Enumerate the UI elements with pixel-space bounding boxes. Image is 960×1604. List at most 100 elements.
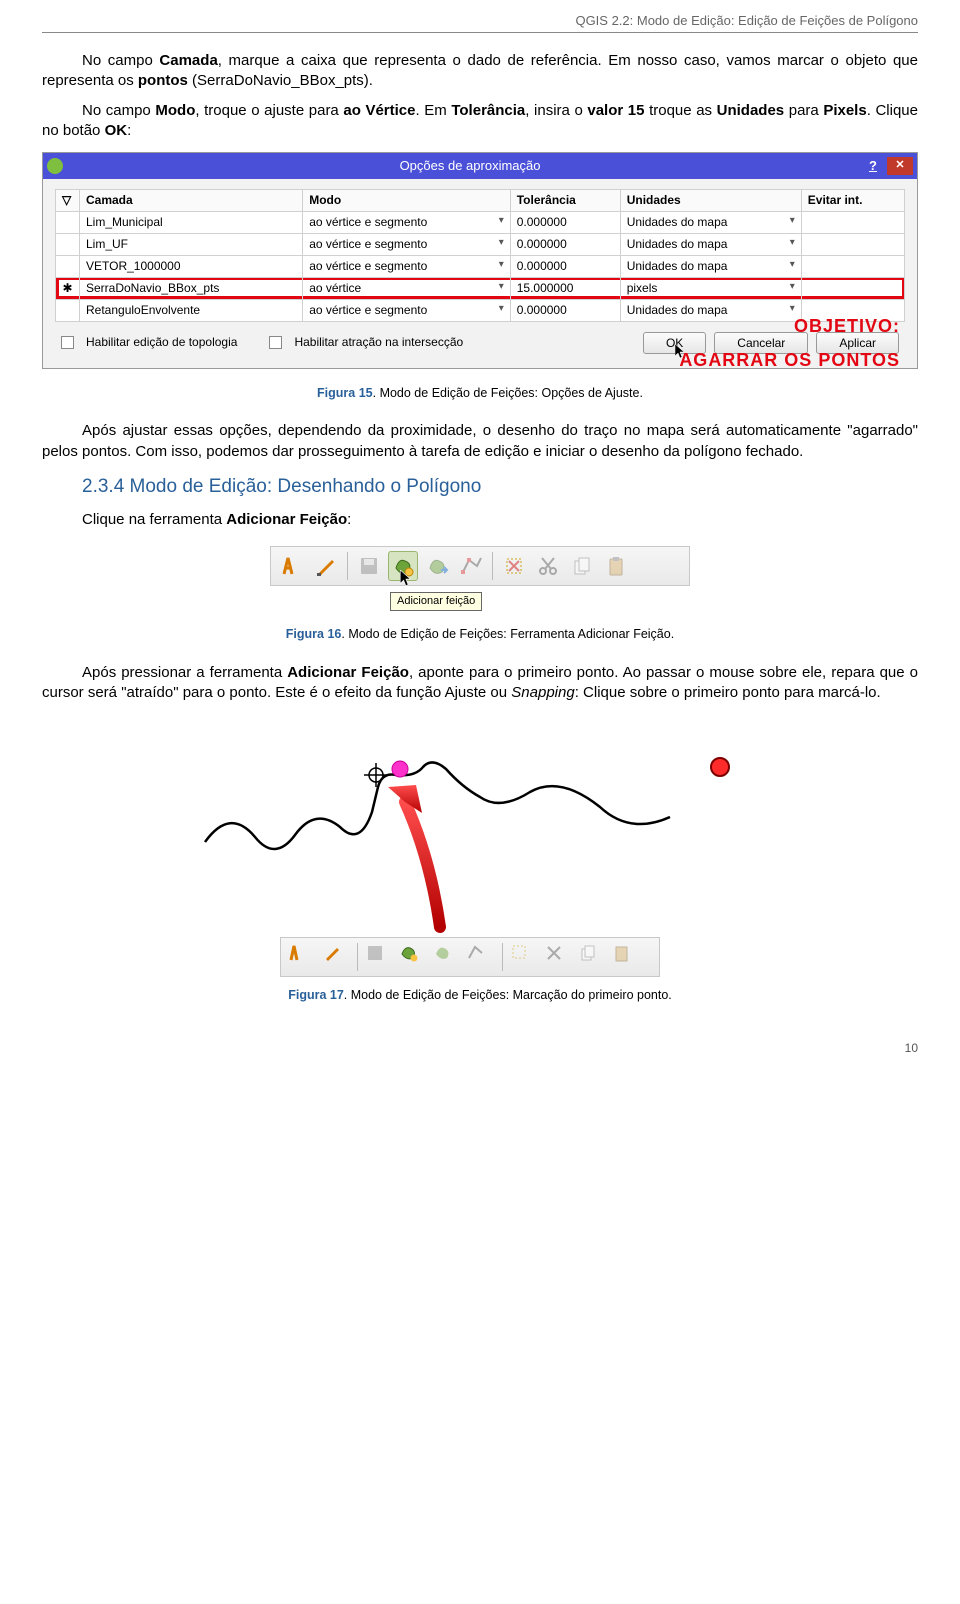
- copy-icon[interactable]: [567, 551, 597, 581]
- checkbox-topology[interactable]: [61, 336, 74, 349]
- col-layer[interactable]: Camada: [80, 189, 303, 211]
- paragraph-4: Clique na ferramenta Adicionar Feição:: [42, 510, 918, 530]
- label-intersection: Habilitar atração na intersecção: [294, 334, 463, 350]
- row-tolerance[interactable]: 0.000000: [510, 211, 620, 233]
- text: para: [784, 102, 823, 119]
- cut-icon[interactable]: [533, 551, 563, 581]
- move-feature-icon[interactable]: [422, 551, 452, 581]
- snapping-table: ▽ Camada Modo Tolerância Unidades Evitar…: [55, 189, 905, 322]
- label-topology: Habilitar edição de topologia: [86, 334, 237, 350]
- text: . Em: [416, 102, 452, 119]
- row-mode[interactable]: ao vértice e segmento: [303, 233, 511, 255]
- row-units[interactable]: Unidades do mapa: [620, 299, 801, 321]
- toggle-edit-icon[interactable]: [311, 551, 341, 581]
- table-row[interactable]: Lim_UFao vértice e segmento0.000000Unida…: [56, 233, 905, 255]
- row-tolerance[interactable]: 0.000000: [510, 299, 620, 321]
- annotation-grab-points: AGARRAR OS PONTOS: [679, 348, 900, 372]
- row-layer: Lim_UF: [80, 233, 303, 255]
- current-edits-icon[interactable]: [277, 551, 307, 581]
- current-edits-icon[interactable]: [287, 942, 317, 972]
- copy-icon[interactable]: [577, 942, 607, 972]
- row-units[interactable]: Unidades do mapa: [620, 255, 801, 277]
- delete-selected-icon[interactable]: [499, 551, 529, 581]
- row-layer: VETOR_1000000: [80, 255, 303, 277]
- figure-15-caption: Figura 15. Modo de Edição de Feições: Op…: [42, 385, 918, 402]
- row-mode[interactable]: ao vértice e segmento: [303, 255, 511, 277]
- table-row[interactable]: VETOR_1000000ao vértice e segmento0.0000…: [56, 255, 905, 277]
- text: Clique na ferramenta: [82, 511, 226, 528]
- row-checkbox[interactable]: [56, 211, 80, 233]
- text: :: [347, 511, 351, 528]
- col-mode[interactable]: Modo: [303, 189, 511, 211]
- delete-selected-icon[interactable]: [509, 942, 539, 972]
- text-bold: Camada: [159, 52, 217, 69]
- edit-toolbar-small: [280, 937, 660, 977]
- row-avoid[interactable]: [801, 233, 904, 255]
- table-row[interactable]: RetanguloEnvolventeao vértice e segmento…: [56, 299, 905, 321]
- row-checkbox[interactable]: [56, 299, 80, 321]
- text: : Clique sobre o primeiro ponto para mar…: [575, 684, 881, 701]
- row-tolerance[interactable]: 0.000000: [510, 255, 620, 277]
- figure-17-caption: Figura 17. Modo de Edição de Feições: Ma…: [42, 987, 918, 1004]
- row-checkbox[interactable]: ✱: [56, 277, 80, 299]
- checkbox-intersection[interactable]: [269, 336, 282, 349]
- col-tolerance[interactable]: Tolerância: [510, 189, 620, 211]
- annotation-objective: OBJETIVO:: [794, 314, 900, 338]
- paragraph-1: No campo Camada, marque a caixa que repr…: [42, 51, 918, 92]
- text-bold: ao Vértice: [343, 102, 415, 119]
- move-feature-icon[interactable]: [432, 942, 462, 972]
- text: , insira o: [525, 102, 587, 119]
- row-avoid[interactable]: [801, 277, 904, 299]
- fig-label: Figura 17: [288, 988, 344, 1002]
- node-tool-icon[interactable]: [466, 942, 496, 972]
- row-units[interactable]: Unidades do mapa: [620, 233, 801, 255]
- save-edits-icon[interactable]: [364, 942, 394, 972]
- row-tolerance[interactable]: 15.000000: [510, 277, 620, 299]
- text-bold: Adicionar Feição: [287, 664, 409, 681]
- text-bold: Pixels: [823, 102, 866, 119]
- row-mode[interactable]: ao vértice e segmento: [303, 299, 511, 321]
- row-units[interactable]: Unidades do mapa: [620, 211, 801, 233]
- table-row[interactable]: ✱SerraDoNavio_BBox_ptsao vértice15.00000…: [56, 277, 905, 299]
- row-mode[interactable]: ao vértice e segmento: [303, 211, 511, 233]
- text: (SerraDoNavio_BBox_pts).: [188, 72, 373, 89]
- row-avoid[interactable]: [801, 211, 904, 233]
- toggle-edit-icon[interactable]: [321, 942, 351, 972]
- col-check[interactable]: ▽: [56, 189, 80, 211]
- add-feature-icon[interactable]: [398, 942, 428, 972]
- text-bold: Modo: [155, 102, 195, 119]
- row-mode[interactable]: ao vértice: [303, 277, 511, 299]
- section-heading: 2.3.4 Modo de Edição: Desenhando o Políg…: [82, 474, 918, 500]
- page-number: 10: [42, 1040, 918, 1056]
- page-header: QGIS 2.2: Modo de Edição: Edição de Feiç…: [42, 0, 918, 33]
- table-row[interactable]: Lim_Municipalao vértice e segmento0.0000…: [56, 211, 905, 233]
- row-checkbox[interactable]: [56, 255, 80, 277]
- fig-text: . Modo de Edição de Feições: Ferramenta …: [341, 627, 674, 641]
- paragraph-5: Após pressionar a ferramenta Adicionar F…: [42, 663, 918, 704]
- tooltip-add-feature: Adicionar feição: [390, 592, 482, 611]
- cut-icon[interactable]: [543, 942, 573, 972]
- text: :: [127, 122, 131, 139]
- fig-text: . Modo de Edição de Feições: Opções de A…: [373, 386, 643, 400]
- text-bold: OK: [105, 122, 128, 139]
- paste-icon[interactable]: [601, 551, 631, 581]
- node-tool-icon[interactable]: [456, 551, 486, 581]
- save-edits-icon[interactable]: [354, 551, 384, 581]
- paste-icon[interactable]: [611, 942, 641, 972]
- row-avoid[interactable]: [801, 255, 904, 277]
- close-icon[interactable]: ✕: [887, 157, 913, 175]
- row-tolerance[interactable]: 0.000000: [510, 233, 620, 255]
- snapping-dialog-wrap: Opções de aproximação ? ✕ ▽ Camada Modo …: [42, 152, 918, 369]
- help-icon[interactable]: ?: [869, 157, 877, 175]
- dialog-title: Opções de aproximação: [71, 157, 869, 175]
- text-bold: Unidades: [717, 102, 785, 119]
- row-checkbox[interactable]: [56, 233, 80, 255]
- row-units[interactable]: pixels: [620, 277, 801, 299]
- col-avoid[interactable]: Evitar int.: [801, 189, 904, 211]
- col-units[interactable]: Unidades: [620, 189, 801, 211]
- paragraph-2: No campo Modo, troque o ajuste para ao V…: [42, 101, 918, 142]
- dialog-titlebar[interactable]: Opções de aproximação ? ✕: [43, 153, 917, 179]
- map-snap-figure: [200, 717, 760, 977]
- text-bold: pontos: [138, 72, 188, 89]
- text-bold: Adicionar Feição: [226, 511, 347, 528]
